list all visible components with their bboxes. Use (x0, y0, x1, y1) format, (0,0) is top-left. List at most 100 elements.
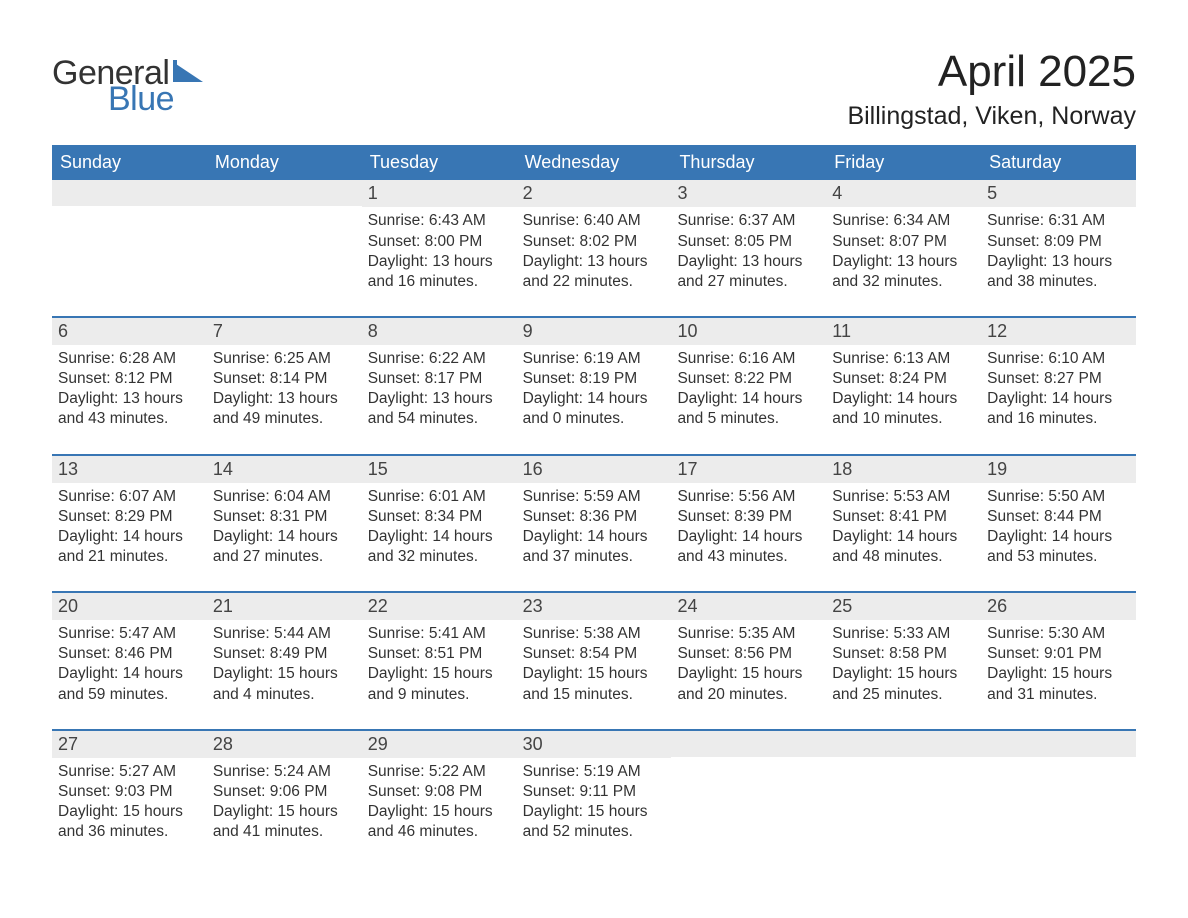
calendar-day: 13Sunrise: 6:07 AMSunset: 8:29 PMDayligh… (52, 456, 207, 592)
sunrise-line: Sunrise: 5:30 AM (987, 624, 1130, 644)
day-number: 27 (52, 731, 207, 758)
day-number: 17 (671, 456, 826, 483)
daylight-line: Daylight: 15 hours and 36 minutes. (58, 802, 201, 842)
calendar-day: 19Sunrise: 5:50 AMSunset: 8:44 PMDayligh… (981, 456, 1136, 592)
daylight-line: Daylight: 14 hours and 27 minutes. (213, 527, 356, 567)
title-block: April 2025 Billingstad, Viken, Norway (847, 48, 1136, 131)
sunrise-line: Sunrise: 6:37 AM (677, 211, 820, 231)
calendar-day: 4Sunrise: 6:34 AMSunset: 8:07 PMDaylight… (826, 180, 981, 316)
sunset-line: Sunset: 8:27 PM (987, 369, 1130, 389)
day-body: Sunrise: 5:50 AMSunset: 8:44 PMDaylight:… (981, 483, 1136, 592)
daylight-line: Daylight: 14 hours and 5 minutes. (677, 389, 820, 429)
daylight-line: Daylight: 13 hours and 16 minutes. (368, 252, 511, 292)
calendar-day: 5Sunrise: 6:31 AMSunset: 8:09 PMDaylight… (981, 180, 1136, 316)
day-number: 5 (981, 180, 1136, 207)
day-number: 18 (826, 456, 981, 483)
calendar-day: 1Sunrise: 6:43 AMSunset: 8:00 PMDaylight… (362, 180, 517, 316)
calendar-grid: Sunday Monday Tuesday Wednesday Thursday… (52, 145, 1136, 866)
day-number: 6 (52, 318, 207, 345)
day-body: Sunrise: 6:01 AMSunset: 8:34 PMDaylight:… (362, 483, 517, 592)
sunrise-line: Sunrise: 6:19 AM (523, 349, 666, 369)
day-number: 10 (671, 318, 826, 345)
sunset-line: Sunset: 8:41 PM (832, 507, 975, 527)
sunrise-line: Sunrise: 6:16 AM (677, 349, 820, 369)
calendar-day: 6Sunrise: 6:28 AMSunset: 8:12 PMDaylight… (52, 318, 207, 454)
location-text: Billingstad, Viken, Norway (847, 102, 1136, 131)
calendar-day: 23Sunrise: 5:38 AMSunset: 8:54 PMDayligh… (517, 593, 672, 729)
day-header-monday: Monday (207, 145, 362, 180)
daylight-line: Daylight: 14 hours and 16 minutes. (987, 389, 1130, 429)
day-number: 25 (826, 593, 981, 620)
logo-flag-icon (173, 60, 203, 86)
day-body: Sunrise: 5:56 AMSunset: 8:39 PMDaylight:… (671, 483, 826, 592)
day-number (671, 731, 826, 757)
sunrise-line: Sunrise: 5:19 AM (523, 762, 666, 782)
calendar-day (826, 731, 981, 867)
day-body: Sunrise: 5:53 AMSunset: 8:41 PMDaylight:… (826, 483, 981, 592)
sunrise-line: Sunrise: 6:01 AM (368, 487, 511, 507)
sunset-line: Sunset: 8:49 PM (213, 644, 356, 664)
sunrise-line: Sunrise: 5:24 AM (213, 762, 356, 782)
day-number: 12 (981, 318, 1136, 345)
calendar-day: 2Sunrise: 6:40 AMSunset: 8:02 PMDaylight… (517, 180, 672, 316)
calendar-day: 22Sunrise: 5:41 AMSunset: 8:51 PMDayligh… (362, 593, 517, 729)
day-header-tuesday: Tuesday (362, 145, 517, 180)
sunset-line: Sunset: 8:24 PM (832, 369, 975, 389)
daylight-line: Daylight: 14 hours and 53 minutes. (987, 527, 1130, 567)
daylight-line: Daylight: 14 hours and 37 minutes. (523, 527, 666, 567)
sunset-line: Sunset: 8:29 PM (58, 507, 201, 527)
sunrise-line: Sunrise: 5:44 AM (213, 624, 356, 644)
logo-text-blue: Blue (108, 80, 174, 119)
calendar-day: 10Sunrise: 6:16 AMSunset: 8:22 PMDayligh… (671, 318, 826, 454)
day-header-saturday: Saturday (981, 145, 1136, 180)
sunrise-line: Sunrise: 6:34 AM (832, 211, 975, 231)
daylight-line: Daylight: 15 hours and 46 minutes. (368, 802, 511, 842)
sunrise-line: Sunrise: 5:50 AM (987, 487, 1130, 507)
day-number: 7 (207, 318, 362, 345)
calendar-page: General Blue April 2025 Billingstad, Vik… (0, 0, 1188, 906)
daylight-line: Daylight: 13 hours and 49 minutes. (213, 389, 356, 429)
day-number: 30 (517, 731, 672, 758)
sunrise-line: Sunrise: 5:33 AM (832, 624, 975, 644)
day-number: 8 (362, 318, 517, 345)
calendar-day: 26Sunrise: 5:30 AMSunset: 9:01 PMDayligh… (981, 593, 1136, 729)
sunset-line: Sunset: 8:39 PM (677, 507, 820, 527)
day-number: 13 (52, 456, 207, 483)
sunset-line: Sunset: 8:31 PM (213, 507, 356, 527)
sunset-line: Sunset: 8:54 PM (523, 644, 666, 664)
calendar-day: 16Sunrise: 5:59 AMSunset: 8:36 PMDayligh… (517, 456, 672, 592)
sunset-line: Sunset: 9:01 PM (987, 644, 1130, 664)
daylight-line: Daylight: 14 hours and 43 minutes. (677, 527, 820, 567)
daylight-line: Daylight: 14 hours and 0 minutes. (523, 389, 666, 429)
day-number: 11 (826, 318, 981, 345)
day-body: Sunrise: 5:19 AMSunset: 9:11 PMDaylight:… (517, 758, 672, 867)
sunset-line: Sunset: 8:36 PM (523, 507, 666, 527)
calendar-day (52, 180, 207, 316)
daylight-line: Daylight: 14 hours and 10 minutes. (832, 389, 975, 429)
calendar-day: 28Sunrise: 5:24 AMSunset: 9:06 PMDayligh… (207, 731, 362, 867)
month-title: April 2025 (847, 48, 1136, 96)
day-number (981, 731, 1136, 757)
daylight-line: Daylight: 13 hours and 27 minutes. (677, 252, 820, 292)
day-body: Sunrise: 6:34 AMSunset: 8:07 PMDaylight:… (826, 207, 981, 316)
day-body (826, 757, 981, 785)
sunrise-line: Sunrise: 5:41 AM (368, 624, 511, 644)
day-body: Sunrise: 5:30 AMSunset: 9:01 PMDaylight:… (981, 620, 1136, 729)
daylight-line: Daylight: 15 hours and 52 minutes. (523, 802, 666, 842)
calendar-day: 20Sunrise: 5:47 AMSunset: 8:46 PMDayligh… (52, 593, 207, 729)
day-body (981, 757, 1136, 785)
sunrise-line: Sunrise: 6:10 AM (987, 349, 1130, 369)
sunset-line: Sunset: 8:44 PM (987, 507, 1130, 527)
calendar-header-row: Sunday Monday Tuesday Wednesday Thursday… (52, 145, 1136, 180)
sunrise-line: Sunrise: 5:35 AM (677, 624, 820, 644)
sunset-line: Sunset: 9:03 PM (58, 782, 201, 802)
day-body: Sunrise: 6:19 AMSunset: 8:19 PMDaylight:… (517, 345, 672, 454)
calendar-day: 17Sunrise: 5:56 AMSunset: 8:39 PMDayligh… (671, 456, 826, 592)
day-body: Sunrise: 5:24 AMSunset: 9:06 PMDaylight:… (207, 758, 362, 867)
sunrise-line: Sunrise: 5:38 AM (523, 624, 666, 644)
day-number (826, 731, 981, 757)
calendar-day (671, 731, 826, 867)
day-header-friday: Friday (826, 145, 981, 180)
sunrise-line: Sunrise: 6:40 AM (523, 211, 666, 231)
sunset-line: Sunset: 8:46 PM (58, 644, 201, 664)
